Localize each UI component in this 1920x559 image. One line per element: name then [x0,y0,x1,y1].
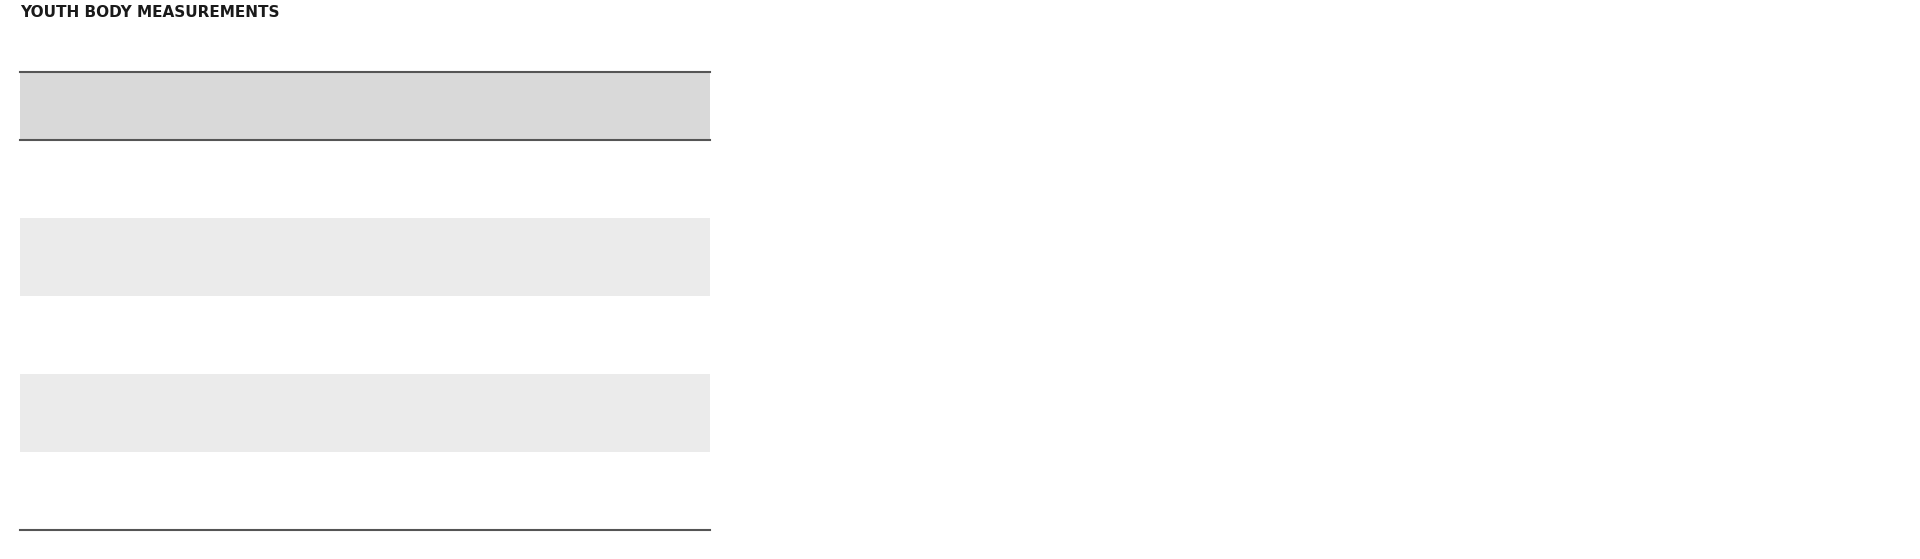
Text: 77.5: 77.5 [568,190,595,203]
Text: Metric: Metric [132,268,169,281]
Text: L: L [486,84,493,97]
Text: 70: 70 [482,501,497,515]
Text: 14: 14 [572,115,591,127]
Text: 71.5: 71.5 [568,268,595,281]
Text: AGE: AGE [65,115,96,127]
Text: Metric: Metric [132,190,169,203]
Text: 12: 12 [480,115,499,127]
Text: 25.5: 25.5 [292,154,319,168]
Text: Imperial: Imperial [132,389,180,401]
Text: XL: XL [572,84,591,97]
Text: 76: 76 [574,424,589,437]
Text: 61: 61 [202,190,217,203]
Text: 82.5: 82.5 [568,345,595,359]
Text: 65: 65 [482,268,497,281]
Text: Imperial: Imperial [132,467,180,480]
Text: 28.5: 28.5 [476,154,503,168]
Text: 71: 71 [482,424,497,437]
Text: 63.5: 63.5 [386,501,411,515]
Text: 5/6: 5/6 [198,115,221,127]
Text: 61: 61 [298,424,313,437]
Text: 30: 30 [574,389,589,401]
Text: 28: 28 [482,389,497,401]
Text: 57.5: 57.5 [198,268,223,281]
Text: 70: 70 [298,345,313,359]
Text: 29: 29 [574,467,589,480]
Text: M: M [392,84,405,97]
Text: 77.5: 77.5 [476,345,503,359]
Text: 20: 20 [204,467,217,480]
Text: 68.5: 68.5 [386,190,411,203]
Text: SLEEVE
LENGTH: SLEEVE LENGTH [54,399,106,427]
Text: 26.5: 26.5 [568,233,595,245]
Text: 30.5: 30.5 [568,154,595,168]
Text: 27.5: 27.5 [476,467,503,480]
Text: 23.5: 23.5 [292,233,319,245]
Text: 27: 27 [390,154,405,168]
Text: 66: 66 [202,345,217,359]
Text: 26: 26 [390,389,405,401]
Text: 22.5: 22.5 [292,467,319,480]
Text: YOUTH BODY MEASUREMENTS: YOUTH BODY MEASUREMENTS [19,5,280,20]
Text: 24: 24 [202,154,217,168]
Text: Imperial: Imperial [132,154,180,168]
Text: Imperial: Imperial [132,311,180,324]
Text: Metric: Metric [132,345,169,359]
Text: Imperial: Imperial [132,233,180,245]
Text: 56: 56 [204,424,217,437]
Text: 62.5: 62.5 [384,268,411,281]
Text: 7/8: 7/8 [294,115,317,127]
Text: Metric: Metric [132,424,169,437]
Text: 72: 72 [482,190,497,203]
Text: 65: 65 [298,190,313,203]
Text: SIZE: SIZE [63,84,96,97]
Text: S: S [300,84,309,97]
Text: HIPS: HIPS [63,329,96,342]
Text: 10: 10 [390,115,407,127]
Text: Metric: Metric [132,501,169,515]
Text: 24.5: 24.5 [384,233,411,245]
Text: 60: 60 [298,268,313,281]
Text: CHEST: CHEST [58,173,102,186]
Text: 74: 74 [574,501,589,515]
Text: 51: 51 [204,501,217,515]
Text: 22.5: 22.5 [198,233,223,245]
Text: 32.5: 32.5 [568,311,595,324]
Text: 25: 25 [390,467,405,480]
Text: 26: 26 [202,311,217,324]
Text: 30.5: 30.5 [476,311,503,324]
Text: INSEAM: INSEAM [54,485,106,498]
Text: 74: 74 [390,345,405,359]
Text: XS: XS [200,84,221,97]
Text: 25.5: 25.5 [476,233,503,245]
Text: 22: 22 [202,389,217,401]
Text: 66: 66 [390,424,405,437]
Text: 57: 57 [298,501,313,515]
Text: WAIST: WAIST [60,250,102,263]
Text: 24: 24 [298,389,313,401]
Text: 29: 29 [390,311,405,324]
Text: 27.5: 27.5 [292,311,319,324]
